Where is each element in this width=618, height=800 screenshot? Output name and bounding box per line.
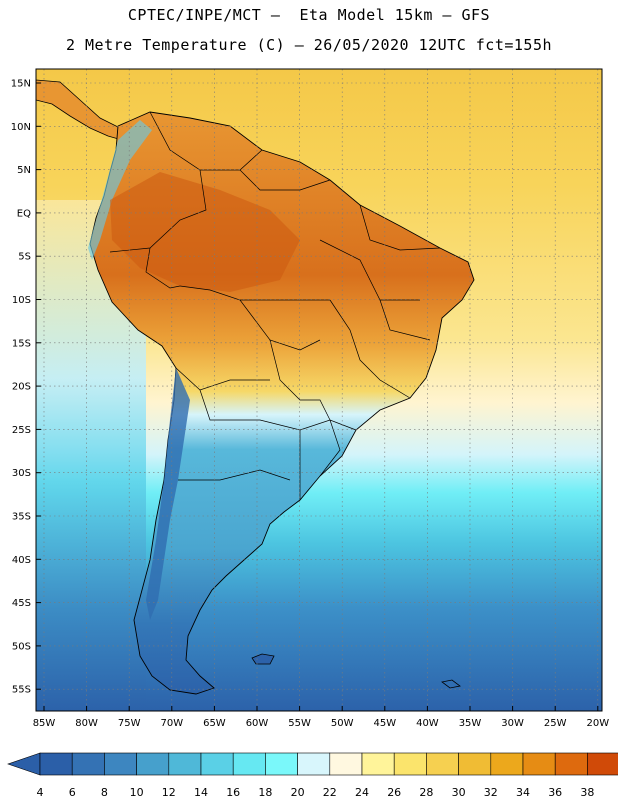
lon-label: 50W [331,718,354,729]
lat-label: 45S [12,598,31,609]
lat-label: 40S [12,555,31,566]
lat-label: 10N [11,122,31,133]
color-bar-label: 14 [194,786,208,799]
color-bar-label: 36 [548,786,562,799]
lat-label: 5S [18,252,31,263]
color-bar-label: 12 [162,786,176,799]
color-bar-label: 10 [130,786,144,799]
color-bar-segment [265,752,298,776]
lon-label: 85W [33,718,56,729]
color-bar [7,752,618,776]
color-bar-segment [71,752,105,776]
color-bar-label: 18 [258,786,272,799]
color-bar-labels: 4 6 8 10 12 14 16 18 20 22 24 26 28 30 32 34 36 38 [37,786,595,799]
south-georgia [441,679,461,689]
lat-label: 50S [12,641,31,652]
lat-label: 10S [12,295,31,306]
falkland-islands [251,653,275,665]
color-bar-segment [39,752,73,776]
color-bar-label: 30 [452,786,466,799]
lon-label: 55W [288,718,311,729]
chart-title: CPTEC/INPE/MCT – Eta Model 15km – GFS [127,6,491,24]
chart-subtitle: 2 Metre Temperature (C) – 26/05/2020 12U… [65,36,553,54]
color-bar-label: 20 [291,786,305,799]
lon-label: 40W [416,718,439,729]
color-bar-segment [522,752,556,776]
color-bar-label: 34 [516,786,530,799]
color-bar-label: 28 [419,786,433,799]
color-bar-segment [490,752,524,776]
latitude-labels: 15N 10N 5N EQ 5S 10S 15S 20S 25S 30S 35S 40S 45S 50S 5… [11,79,41,696]
color-bar-segment [136,752,170,776]
longitude-labels: 85W 80W 75W 70W 65W 60W 55W 50W 45W 40W 35W 30W 25W 2… [33,706,609,729]
lon-label: 35W [459,718,482,729]
color-bar-label: 4 [37,786,44,799]
color-bar-segment [361,752,395,776]
lat-label: 25S [12,425,31,436]
color-bar-arrow-low [7,752,41,776]
color-bar-segment [393,752,427,776]
color-bar-segment [587,752,618,776]
color-bar-segment [297,752,331,776]
lat-label: 5N [17,165,31,176]
map-frame [35,68,603,712]
color-bar-label: 6 [69,786,76,799]
lon-label: 60W [246,718,269,729]
lat-label: 35S [12,512,31,523]
lon-label: 25W [544,718,567,729]
country-borders [109,111,441,500]
color-bar-label: 22 [323,786,337,799]
color-bar-label: 16 [226,786,240,799]
color-bar-label: 8 [101,786,108,799]
color-bar-segment [458,752,492,776]
andes-south [146,368,190,620]
color-bar-label: 24 [355,786,369,799]
andes-north [88,120,152,260]
color-bar-segment [554,752,588,776]
lon-label: 30W [501,718,524,729]
color-bar-label: 38 [580,786,594,799]
lon-label: 65W [203,718,226,729]
color-bar-label: 26 [387,786,401,799]
color-bar-label: 32 [484,786,498,799]
lat-label: 15N [11,79,31,90]
lat-label: 55S [12,685,31,696]
lat-label: 15S [12,338,31,349]
lon-label: 45W [373,718,396,729]
central-america [36,79,123,141]
color-bar-segment [104,752,137,776]
color-bar-segment [426,752,459,776]
lon-label: 20W [586,718,609,729]
map-area [36,69,602,711]
lon-label: 80W [75,718,98,729]
color-bar-segment [200,752,234,776]
color-bar-segment [232,752,266,776]
color-bar-segment [329,752,363,776]
lat-label: 20S [12,382,31,393]
lon-label: 75W [118,718,141,729]
amazon-hot-core [110,172,300,292]
lat-label: EQ [17,208,31,219]
lon-label: 70W [160,718,183,729]
lat-label: 30S [12,468,31,479]
color-bar-segment [168,752,202,776]
